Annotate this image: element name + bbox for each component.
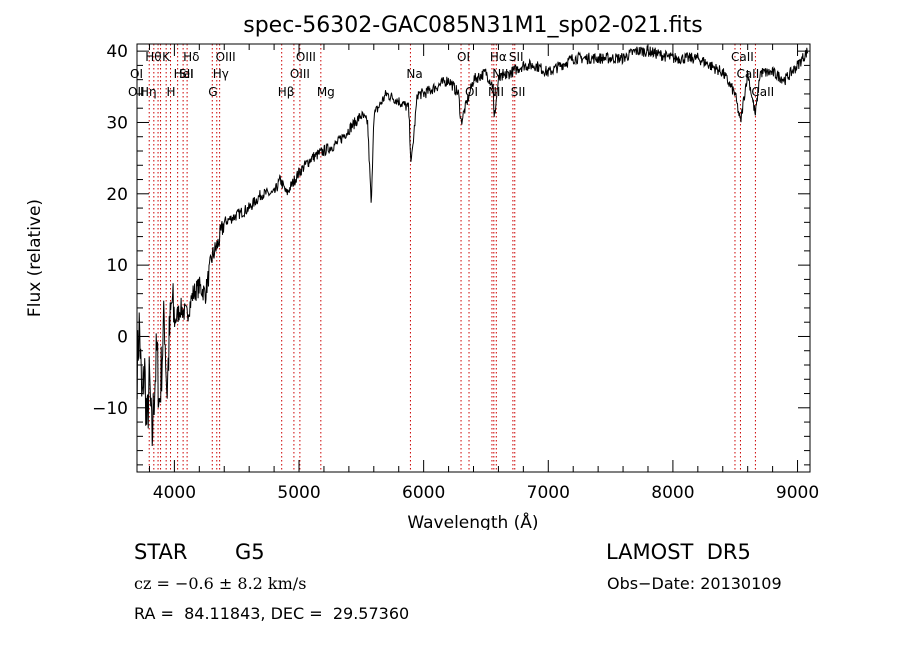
plot-frame [136,43,811,473]
y-tick-label: 30 [106,113,128,133]
line-marker-label: H [167,85,176,99]
line-marker-label: G [208,85,217,99]
survey-release: LAMOST DR5 [606,540,751,564]
line-marker-label: Na [406,67,422,81]
x-tick-label: 6000 [402,483,445,503]
line-marker-label: HeI [174,67,194,81]
line-marker-label: CaII [731,50,754,64]
line-marker-label: Hη [140,85,157,99]
line-marker-label: OIII [290,67,310,81]
spectrum-chart: spec-56302-GAC085N31M1_sp02-021.fits Hθ K… [25,13,819,533]
x-axis-label: Wavelength (Å) [407,511,538,530]
line-marker-label: Mg [317,85,335,99]
spectral-line-markers [148,44,756,472]
y-axis-label: Flux (relative) [25,199,45,317]
x-tick-label: 4000 [153,483,196,503]
line-marker-label: SII [179,67,194,81]
line-marker-label: CaII [751,85,774,99]
line-marker-label: SII [509,50,524,64]
x-axis-ticks: 4000 5000 6000 7000 8000 9000 [148,44,819,503]
observation-date: Obs−Date: 20130109 [607,574,782,593]
x-tick-label: 7000 [527,483,570,503]
line-marker-label: K [162,50,171,64]
spectral-subclass: G5 [235,540,265,564]
y-tick-label: 20 [106,185,128,205]
line-marker-label: NII [488,85,504,99]
line-marker-label: Hγ [213,67,229,81]
object-class: STAR [134,540,188,564]
line-marker-label: Hα [490,50,507,64]
x-tick-label: 8000 [651,483,694,503]
spectrum-series-line [136,45,809,447]
y-axis-ticks: −10 0 10 20 30 40 [92,42,810,466]
line-marker-label: OIII [296,50,316,64]
x-tick-label: 5000 [277,483,320,503]
chart-title: spec-56302-GAC085N31M1_sp02-021.fits [243,13,703,38]
line-marker-label: Hδ [183,50,199,64]
x-tick-label: 9000 [776,483,819,503]
coordinates: RA = 84.11843, DEC = 29.57360 [134,604,410,623]
line-marker-label: OII [128,85,145,99]
y-tick-label: 10 [106,256,128,276]
y-tick-label: −10 [92,399,128,419]
y-tick-label: 40 [106,42,128,62]
line-marker-label: OI [130,67,143,81]
line-marker-label: Hθ [145,50,161,64]
line-marker-label: Hβ [278,85,295,99]
redshift-velocity: cz = −0.6 ± 8.2 km/s [134,574,307,593]
line-marker-label: OIII [216,50,236,64]
line-marker-label: OI [457,50,470,64]
line-marker-label: SII [511,85,526,99]
y-tick-label: 0 [117,327,128,347]
